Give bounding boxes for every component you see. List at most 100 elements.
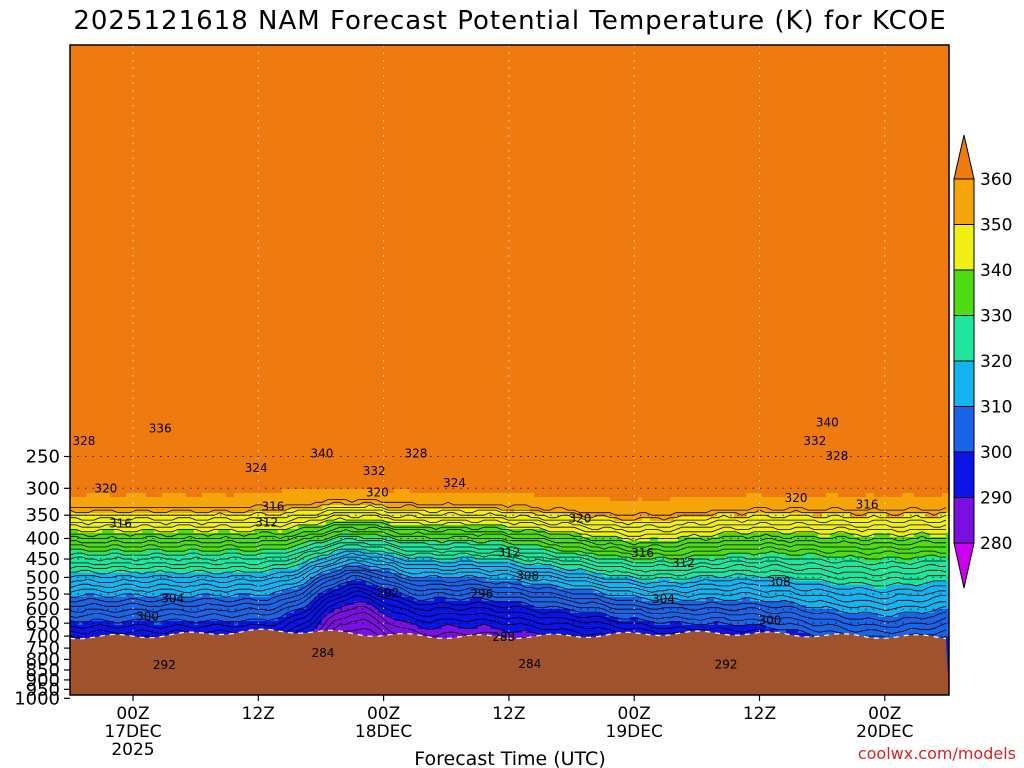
theta-band-cell xyxy=(154,325,159,330)
theta-band-cell xyxy=(102,293,107,298)
theta-band-cell xyxy=(110,109,115,114)
theta-band-cell xyxy=(86,293,91,298)
theta-band-cell xyxy=(150,257,155,262)
theta-band-cell xyxy=(74,501,79,506)
theta-band-cell xyxy=(118,437,123,442)
theta-band-cell xyxy=(142,185,147,190)
theta-band-cell xyxy=(126,93,131,98)
theta-band-cell xyxy=(102,177,107,182)
theta-band-cell xyxy=(150,325,155,330)
theta-band-cell xyxy=(86,109,91,114)
theta-band-cell xyxy=(74,365,79,370)
theta-band-cell xyxy=(110,361,115,366)
theta-band-cell xyxy=(126,105,131,110)
theta-band-cell xyxy=(146,437,151,442)
theta-band-cell xyxy=(158,209,163,214)
theta-band-cell xyxy=(158,101,163,106)
theta-band-cell xyxy=(90,85,95,90)
theta-band-cell xyxy=(166,169,171,174)
theta-band-cell xyxy=(118,413,123,418)
theta-band-cell xyxy=(110,501,115,506)
theta-band-cell xyxy=(102,377,107,382)
theta-band-cell xyxy=(138,381,143,386)
theta-band-cell xyxy=(142,181,147,186)
theta-band-cell xyxy=(126,621,131,626)
theta-band-cell xyxy=(146,373,151,378)
theta-band-cell xyxy=(110,133,115,138)
theta-band-cell xyxy=(126,537,131,542)
theta-band-cell xyxy=(122,369,127,374)
theta-band-cell xyxy=(118,473,123,478)
theta-band-cell xyxy=(122,473,127,478)
theta-band-cell xyxy=(166,449,171,454)
theta-band-cell xyxy=(154,517,159,522)
theta-band-cell xyxy=(118,325,123,330)
theta-band-cell xyxy=(74,189,79,194)
theta-band-cell xyxy=(146,189,151,194)
theta-band-cell xyxy=(146,109,151,114)
theta-band-cell xyxy=(94,369,99,374)
theta-band-cell xyxy=(134,161,139,166)
theta-band-cell xyxy=(154,141,159,146)
theta-band-cell xyxy=(90,129,95,134)
theta-band-cell xyxy=(130,445,135,450)
theta-band-cell xyxy=(162,393,167,398)
theta-band-cell xyxy=(74,109,79,114)
theta-band-cell xyxy=(138,213,143,218)
theta-band-cell xyxy=(122,465,127,470)
theta-band-cell xyxy=(98,321,103,326)
theta-band-cell xyxy=(102,409,107,414)
theta-band-cell xyxy=(114,533,119,538)
theta-band-cell xyxy=(122,157,127,162)
theta-band-cell xyxy=(114,565,119,570)
theta-band-cell xyxy=(134,349,139,354)
theta-band-cell xyxy=(142,457,147,462)
theta-band-cell xyxy=(138,501,143,506)
theta-band-cell xyxy=(134,137,139,142)
theta-band-cell xyxy=(154,557,159,562)
theta-band-cell xyxy=(82,369,87,374)
theta-band-cell xyxy=(122,141,127,146)
theta-band-cell xyxy=(86,457,91,462)
theta-band-cell xyxy=(90,193,95,198)
theta-band-cell xyxy=(98,365,103,370)
theta-band-cell xyxy=(158,217,163,222)
theta-band-cell xyxy=(158,317,163,322)
theta-band-cell xyxy=(106,133,111,138)
theta-band-cell xyxy=(98,165,103,170)
theta-band-cell xyxy=(118,361,123,366)
theta-band-cell xyxy=(134,101,139,106)
theta-band-cell xyxy=(166,537,171,542)
theta-band-cell xyxy=(118,101,123,106)
theta-band-cell xyxy=(74,249,79,254)
theta-band-cell xyxy=(86,517,91,522)
theta-band-cell xyxy=(122,185,127,190)
theta-band-cell xyxy=(90,317,95,322)
theta-band-cell xyxy=(110,221,115,226)
theta-band-cell xyxy=(114,113,119,118)
theta-band-cell xyxy=(118,485,123,490)
theta-band-cell xyxy=(138,121,143,126)
theta-band-cell xyxy=(158,177,163,182)
theta-band-cell xyxy=(86,365,91,370)
theta-band-cell xyxy=(94,117,99,122)
theta-band-cell xyxy=(138,61,143,66)
theta-band-cell xyxy=(150,501,155,506)
theta-band-cell xyxy=(126,421,131,426)
theta-band-cell xyxy=(74,197,79,202)
theta-band-cell xyxy=(154,153,159,158)
theta-band-cell xyxy=(102,81,107,86)
theta-band-cell xyxy=(78,457,83,462)
theta-band-cell xyxy=(150,357,155,362)
theta-band-cell xyxy=(106,389,111,394)
theta-band-cell xyxy=(122,437,127,442)
theta-band-cell xyxy=(134,121,139,126)
theta-band-cell xyxy=(82,413,87,418)
theta-band-cell xyxy=(102,537,107,542)
theta-band-cell xyxy=(134,193,139,198)
theta-band-cell xyxy=(106,325,111,330)
theta-band-cell xyxy=(134,201,139,206)
theta-band-cell xyxy=(90,61,95,66)
theta-band-cell xyxy=(134,89,139,94)
theta-band-cell xyxy=(170,49,175,54)
